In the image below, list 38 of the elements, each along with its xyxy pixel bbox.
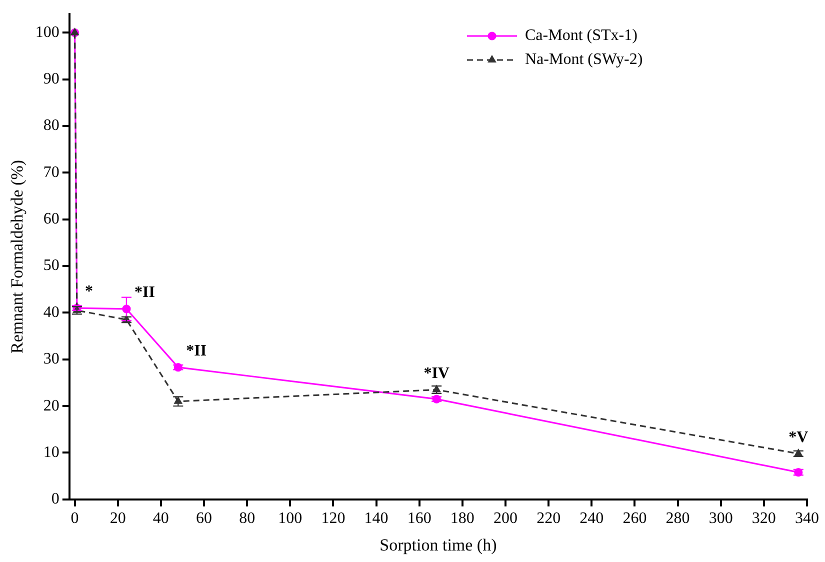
x-tick-label: 320 — [752, 510, 776, 528]
x-tick-label: 240 — [580, 510, 604, 528]
x-tick-label: 40 — [152, 510, 169, 528]
y-tick-label: 30 — [43, 350, 60, 368]
y-tick-label: 40 — [43, 304, 60, 321]
x-tick-label: 180 — [450, 510, 474, 528]
y-tick-label: 60 — [43, 210, 60, 228]
x-tick-label: 260 — [622, 510, 647, 528]
x-tick-label: 140 — [364, 510, 388, 528]
x-tick-label: 160 — [407, 510, 432, 528]
x-tick-label: 20 — [110, 510, 126, 528]
annotation: *II — [134, 284, 155, 302]
y-tick-label: 20 — [43, 397, 60, 414]
y-tick-label: 0 — [51, 490, 60, 508]
x-tick-label: 100 — [278, 510, 302, 528]
x-tick-label: 120 — [321, 510, 346, 528]
y-tick-label: 80 — [43, 117, 60, 134]
y-tick-label: 50 — [43, 257, 60, 274]
annotation: *V — [788, 428, 809, 446]
y-tick-label: 100 — [35, 24, 60, 41]
x-tick-label: 280 — [666, 510, 690, 528]
x-axis-title: Sorption time (h) — [380, 535, 497, 554]
annotation: *II — [186, 342, 207, 360]
y-tick-label: 70 — [43, 164, 60, 181]
legend-label: Ca-Mont (STx-1) — [525, 27, 638, 44]
annotation: *IV — [424, 364, 450, 382]
legend-label: Na-Mont (SWy-2) — [525, 51, 643, 68]
x-tick-label: 80 — [239, 510, 256, 528]
x-tick-label: 0 — [70, 510, 79, 528]
x-tick-label: 300 — [708, 510, 733, 528]
y-tick-label: 90 — [43, 70, 60, 88]
annotation: * — [84, 283, 93, 300]
y-axis-title: Remnant Formaldehyde (%) — [8, 160, 27, 354]
x-tick-label: 200 — [494, 510, 518, 528]
y-tick-label: 10 — [43, 444, 60, 461]
x-tick-label: 340 — [795, 510, 819, 528]
x-tick-label: 60 — [196, 510, 212, 528]
x-tick-label: 220 — [536, 510, 561, 528]
